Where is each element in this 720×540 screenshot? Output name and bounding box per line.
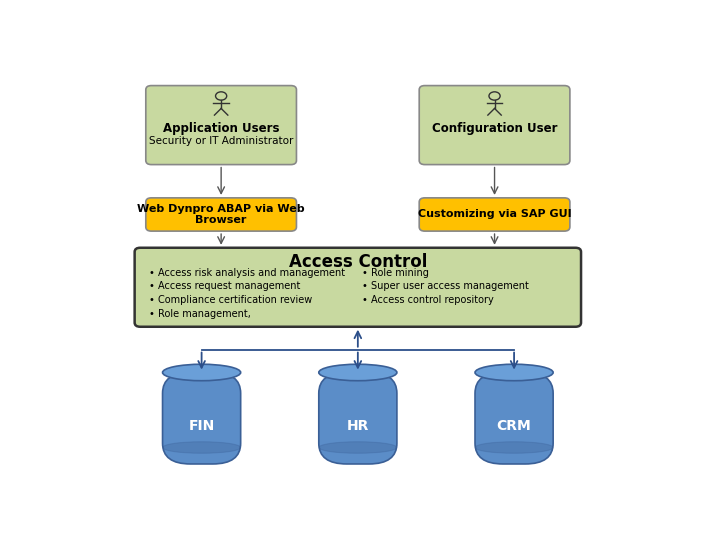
Text: • Access request management: • Access request management [148,281,300,292]
Ellipse shape [163,364,240,381]
Text: Application Users: Application Users [163,122,279,135]
Text: • Super user access management: • Super user access management [362,281,529,292]
Text: • Compliance certification review: • Compliance certification review [148,295,312,305]
FancyBboxPatch shape [135,248,581,327]
FancyBboxPatch shape [419,198,570,231]
Text: CRM: CRM [497,418,531,433]
Ellipse shape [163,442,240,453]
Ellipse shape [319,442,397,453]
Text: Configuration User: Configuration User [432,122,557,135]
Text: HR: HR [346,418,369,433]
Text: Customizing via SAP GUI: Customizing via SAP GUI [418,210,572,219]
Ellipse shape [475,442,553,453]
Ellipse shape [319,364,397,381]
Text: Security or IT Administrator: Security or IT Administrator [149,136,293,146]
Text: • Access control repository: • Access control repository [362,295,494,305]
Text: Web Dynpro ABAP via Web
Browser: Web Dynpro ABAP via Web Browser [138,204,305,225]
Ellipse shape [475,364,553,381]
FancyBboxPatch shape [419,85,570,165]
Text: • Role mining: • Role mining [362,268,429,278]
FancyBboxPatch shape [145,85,297,165]
Text: Access Control: Access Control [289,253,427,271]
Text: • Role management,: • Role management, [148,309,251,319]
FancyBboxPatch shape [475,373,553,464]
FancyBboxPatch shape [163,373,240,464]
FancyBboxPatch shape [319,373,397,464]
Text: • Access risk analysis and management: • Access risk analysis and management [148,268,345,278]
Text: FIN: FIN [189,418,215,433]
FancyBboxPatch shape [145,198,297,231]
